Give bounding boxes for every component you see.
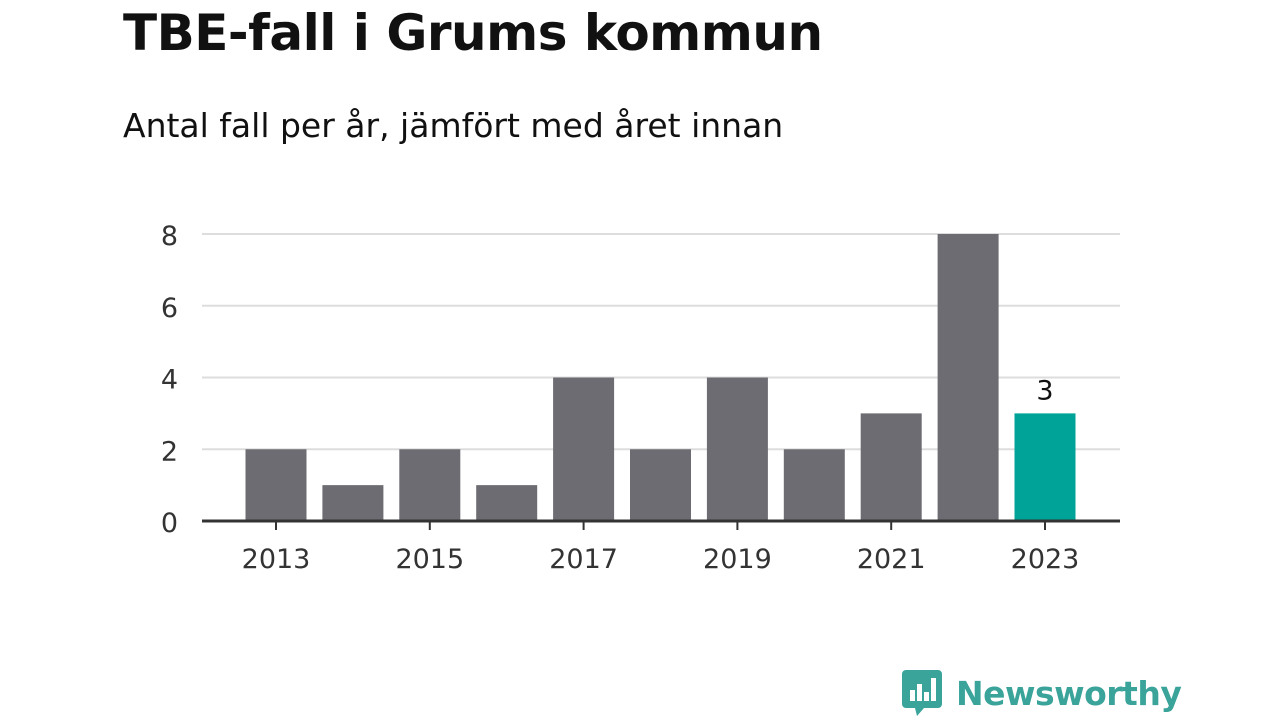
x-tick-label: 2015 bbox=[395, 544, 464, 575]
x-tick-label: 2021 bbox=[857, 544, 926, 575]
brand-name: Newsworthy bbox=[956, 673, 1182, 713]
y-tick-label: 8 bbox=[161, 221, 178, 252]
bar bbox=[1014, 413, 1076, 521]
newsworthy-logo-icon bbox=[902, 670, 942, 716]
chart-subtitle: Antal fall per år, jämfört med året inna… bbox=[123, 106, 784, 145]
bar bbox=[783, 449, 845, 521]
bar bbox=[553, 377, 615, 521]
bar-chart: 0 2 4 6 8 2013 2015 2017 2019 2021 2023 3 bbox=[161, 221, 1120, 575]
x-tick-label: 2019 bbox=[703, 544, 772, 575]
bar bbox=[706, 377, 768, 521]
bar bbox=[860, 413, 922, 521]
brand-logo: Newsworthy bbox=[902, 670, 1182, 716]
x-tick-label: 2023 bbox=[1011, 544, 1080, 575]
y-tick-label: 2 bbox=[161, 436, 178, 467]
data-label: 3 bbox=[1036, 375, 1053, 406]
y-tick-label: 0 bbox=[161, 508, 178, 539]
bar bbox=[245, 449, 307, 521]
y-tick-label: 4 bbox=[161, 365, 178, 396]
x-tick-label: 2013 bbox=[242, 544, 311, 575]
bar bbox=[937, 234, 999, 521]
chart-title: TBE-fall i Grums kommun bbox=[123, 4, 823, 62]
bar bbox=[476, 485, 538, 521]
bar bbox=[322, 485, 384, 521]
bar bbox=[399, 449, 461, 521]
x-tick-label: 2017 bbox=[549, 544, 618, 575]
bar bbox=[630, 449, 691, 521]
y-tick-label: 6 bbox=[161, 293, 178, 324]
